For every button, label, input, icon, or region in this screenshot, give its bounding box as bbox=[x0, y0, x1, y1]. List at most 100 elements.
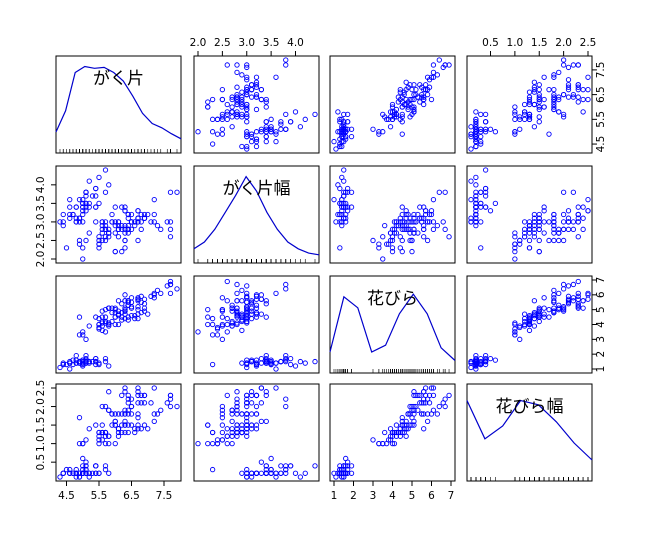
data-point bbox=[99, 318, 105, 325]
data-point bbox=[115, 411, 122, 417]
data-point bbox=[263, 352, 269, 359]
data-point bbox=[244, 418, 250, 425]
panel-sepal-length-vs-sepal-width bbox=[193, 55, 320, 154]
data-point bbox=[219, 314, 226, 320]
data-point bbox=[376, 440, 382, 447]
data-point bbox=[96, 324, 102, 331]
data-point bbox=[541, 204, 547, 210]
data-point bbox=[174, 403, 180, 410]
data-point bbox=[546, 314, 552, 320]
data-point bbox=[541, 311, 547, 317]
data-point bbox=[253, 136, 260, 142]
data-point bbox=[205, 99, 211, 105]
data-point bbox=[112, 309, 118, 316]
data-point bbox=[273, 131, 279, 137]
data-point bbox=[106, 470, 112, 476]
data-point bbox=[541, 295, 547, 301]
data-point bbox=[565, 298, 572, 304]
data-point bbox=[517, 323, 523, 329]
data-point bbox=[421, 94, 427, 100]
data-point bbox=[546, 131, 552, 137]
panel-frame bbox=[193, 275, 320, 374]
data-point bbox=[560, 305, 567, 311]
data-point bbox=[335, 109, 341, 115]
data-point bbox=[287, 355, 294, 362]
data-point bbox=[224, 116, 230, 122]
data-point bbox=[76, 237, 83, 244]
data-point bbox=[122, 429, 128, 436]
data-point bbox=[512, 131, 518, 137]
data-point bbox=[395, 99, 401, 105]
data-point bbox=[339, 116, 345, 122]
data-point bbox=[209, 129, 216, 135]
tick-label: 1.0 bbox=[35, 435, 47, 452]
data-point bbox=[585, 208, 591, 214]
data-point bbox=[341, 167, 347, 173]
data-point bbox=[219, 114, 226, 120]
top-axis-sepal-width: 2.0 2.5 3.0 3.5 4.0 bbox=[190, 37, 304, 57]
data-point bbox=[517, 336, 523, 342]
data-point bbox=[536, 215, 542, 221]
data-point bbox=[229, 96, 235, 103]
variable-label: がく片幅 bbox=[223, 179, 291, 199]
data-point bbox=[128, 403, 135, 410]
data-point bbox=[229, 407, 235, 413]
data-point bbox=[115, 433, 122, 439]
data-point bbox=[244, 84, 250, 90]
data-point bbox=[135, 219, 141, 225]
data-point bbox=[446, 392, 452, 399]
data-point bbox=[253, 143, 260, 150]
data-point bbox=[132, 219, 138, 225]
data-point bbox=[536, 99, 542, 105]
data-point bbox=[253, 74, 260, 80]
panel-sepal-width-vs-petal-length bbox=[329, 165, 456, 264]
data-point bbox=[383, 116, 390, 122]
data-point bbox=[167, 392, 174, 399]
data-point bbox=[119, 301, 125, 307]
data-point bbox=[174, 189, 180, 195]
data-point bbox=[138, 299, 144, 305]
data-point bbox=[73, 215, 79, 221]
data-point bbox=[151, 197, 157, 203]
data-point bbox=[244, 111, 250, 118]
data-point bbox=[219, 126, 226, 132]
data-point bbox=[482, 189, 489, 195]
data-point bbox=[292, 363, 299, 369]
data-point bbox=[428, 74, 435, 80]
data-point bbox=[234, 298, 240, 304]
data-point bbox=[421, 226, 427, 232]
data-point bbox=[399, 219, 405, 225]
panel-petal-length-vs-sepal-width bbox=[193, 275, 320, 374]
data-point bbox=[370, 437, 376, 443]
data-point bbox=[526, 99, 533, 105]
data-point bbox=[76, 358, 83, 365]
data-point bbox=[214, 324, 221, 331]
data-point bbox=[76, 215, 83, 221]
data-point bbox=[76, 470, 83, 476]
data-point bbox=[468, 133, 474, 140]
data-point bbox=[399, 204, 405, 210]
data-point bbox=[258, 126, 265, 132]
data-point bbox=[268, 124, 274, 130]
data-point bbox=[585, 197, 591, 203]
data-point bbox=[403, 87, 409, 93]
data-point bbox=[344, 111, 351, 118]
data-point bbox=[135, 411, 141, 417]
data-point bbox=[244, 429, 250, 436]
data-point bbox=[287, 463, 294, 469]
tick-label: 2.0 bbox=[190, 37, 207, 49]
data-point bbox=[145, 311, 151, 317]
data-point bbox=[115, 426, 122, 432]
data-point bbox=[417, 99, 423, 105]
data-point bbox=[244, 396, 250, 402]
data-point bbox=[473, 126, 479, 132]
data-point bbox=[385, 116, 392, 122]
data-point bbox=[348, 204, 355, 210]
tick-label: 4 bbox=[595, 321, 607, 328]
data-point bbox=[109, 219, 115, 225]
data-point bbox=[407, 226, 413, 232]
data-point bbox=[128, 411, 135, 417]
data-point bbox=[337, 129, 343, 135]
data-point bbox=[138, 219, 144, 225]
data-point bbox=[239, 143, 245, 150]
